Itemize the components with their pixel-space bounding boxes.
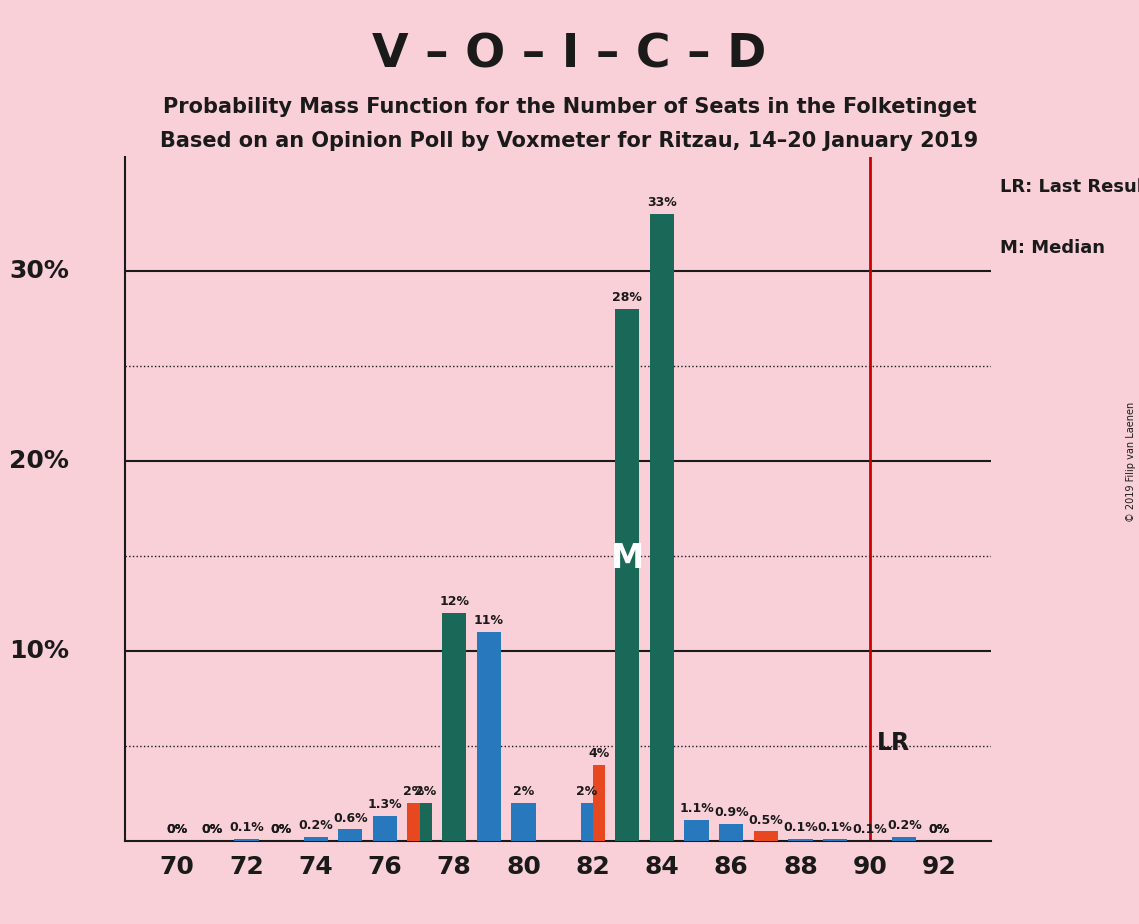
Text: 28%: 28% [613,291,642,304]
Text: 12%: 12% [440,595,469,608]
Bar [719,824,744,841]
Text: 0.1%: 0.1% [784,821,818,834]
Text: 2%: 2% [576,785,597,798]
Text: 0%: 0% [202,823,222,836]
Text: 0.2%: 0.2% [887,820,921,833]
Text: 0.9%: 0.9% [714,806,748,819]
Bar [650,214,674,841]
Text: 10%: 10% [9,638,69,663]
Text: © 2019 Filip van Laenen: © 2019 Filip van Laenen [1125,402,1136,522]
Text: 0%: 0% [270,823,292,836]
Bar [823,839,847,841]
Text: 1.1%: 1.1% [679,802,714,815]
Text: 2%: 2% [403,785,424,798]
Text: 0.1%: 0.1% [852,823,887,836]
Text: 2%: 2% [513,785,534,798]
Bar [592,765,605,841]
Text: 0%: 0% [928,823,950,836]
Bar [754,832,778,841]
Bar [511,803,535,841]
Bar [581,803,592,841]
Bar [372,816,398,841]
Text: 20%: 20% [9,449,69,473]
Bar [419,803,432,841]
Bar [788,839,812,841]
Bar [685,820,708,841]
Bar [477,632,501,841]
Bar [304,837,328,841]
Bar [615,309,639,841]
Text: 0%: 0% [270,823,292,836]
Text: 0.2%: 0.2% [298,820,333,833]
Text: 30%: 30% [9,259,69,283]
Text: 11%: 11% [474,614,503,627]
Text: M: M [611,542,644,575]
Text: LR: Last Result: LR: Last Result [1000,177,1139,196]
Text: Based on an Opinion Poll by Voxmeter for Ritzau, 14–20 January 2019: Based on an Opinion Poll by Voxmeter for… [161,131,978,152]
Text: 0%: 0% [928,823,950,836]
Text: 0.1%: 0.1% [818,821,852,834]
Text: 0%: 0% [166,823,188,836]
Text: 4%: 4% [588,748,609,760]
Text: Probability Mass Function for the Number of Seats in the Folketinget: Probability Mass Function for the Number… [163,97,976,117]
Text: 0.1%: 0.1% [229,821,264,834]
Text: 1.3%: 1.3% [368,798,402,811]
Text: 33%: 33% [647,196,677,210]
Bar [442,613,466,841]
Text: 0%: 0% [166,823,188,836]
Bar [338,830,362,841]
Text: V – O – I – C – D: V – O – I – C – D [372,32,767,78]
Text: 0.6%: 0.6% [333,811,368,825]
Text: 2%: 2% [415,785,436,798]
Text: 0%: 0% [202,823,222,836]
Text: M: Median: M: Median [1000,239,1105,257]
Bar [235,839,259,841]
Bar [892,837,917,841]
Bar [408,803,419,841]
Text: 0.5%: 0.5% [748,814,784,827]
Text: LR: LR [877,732,910,756]
